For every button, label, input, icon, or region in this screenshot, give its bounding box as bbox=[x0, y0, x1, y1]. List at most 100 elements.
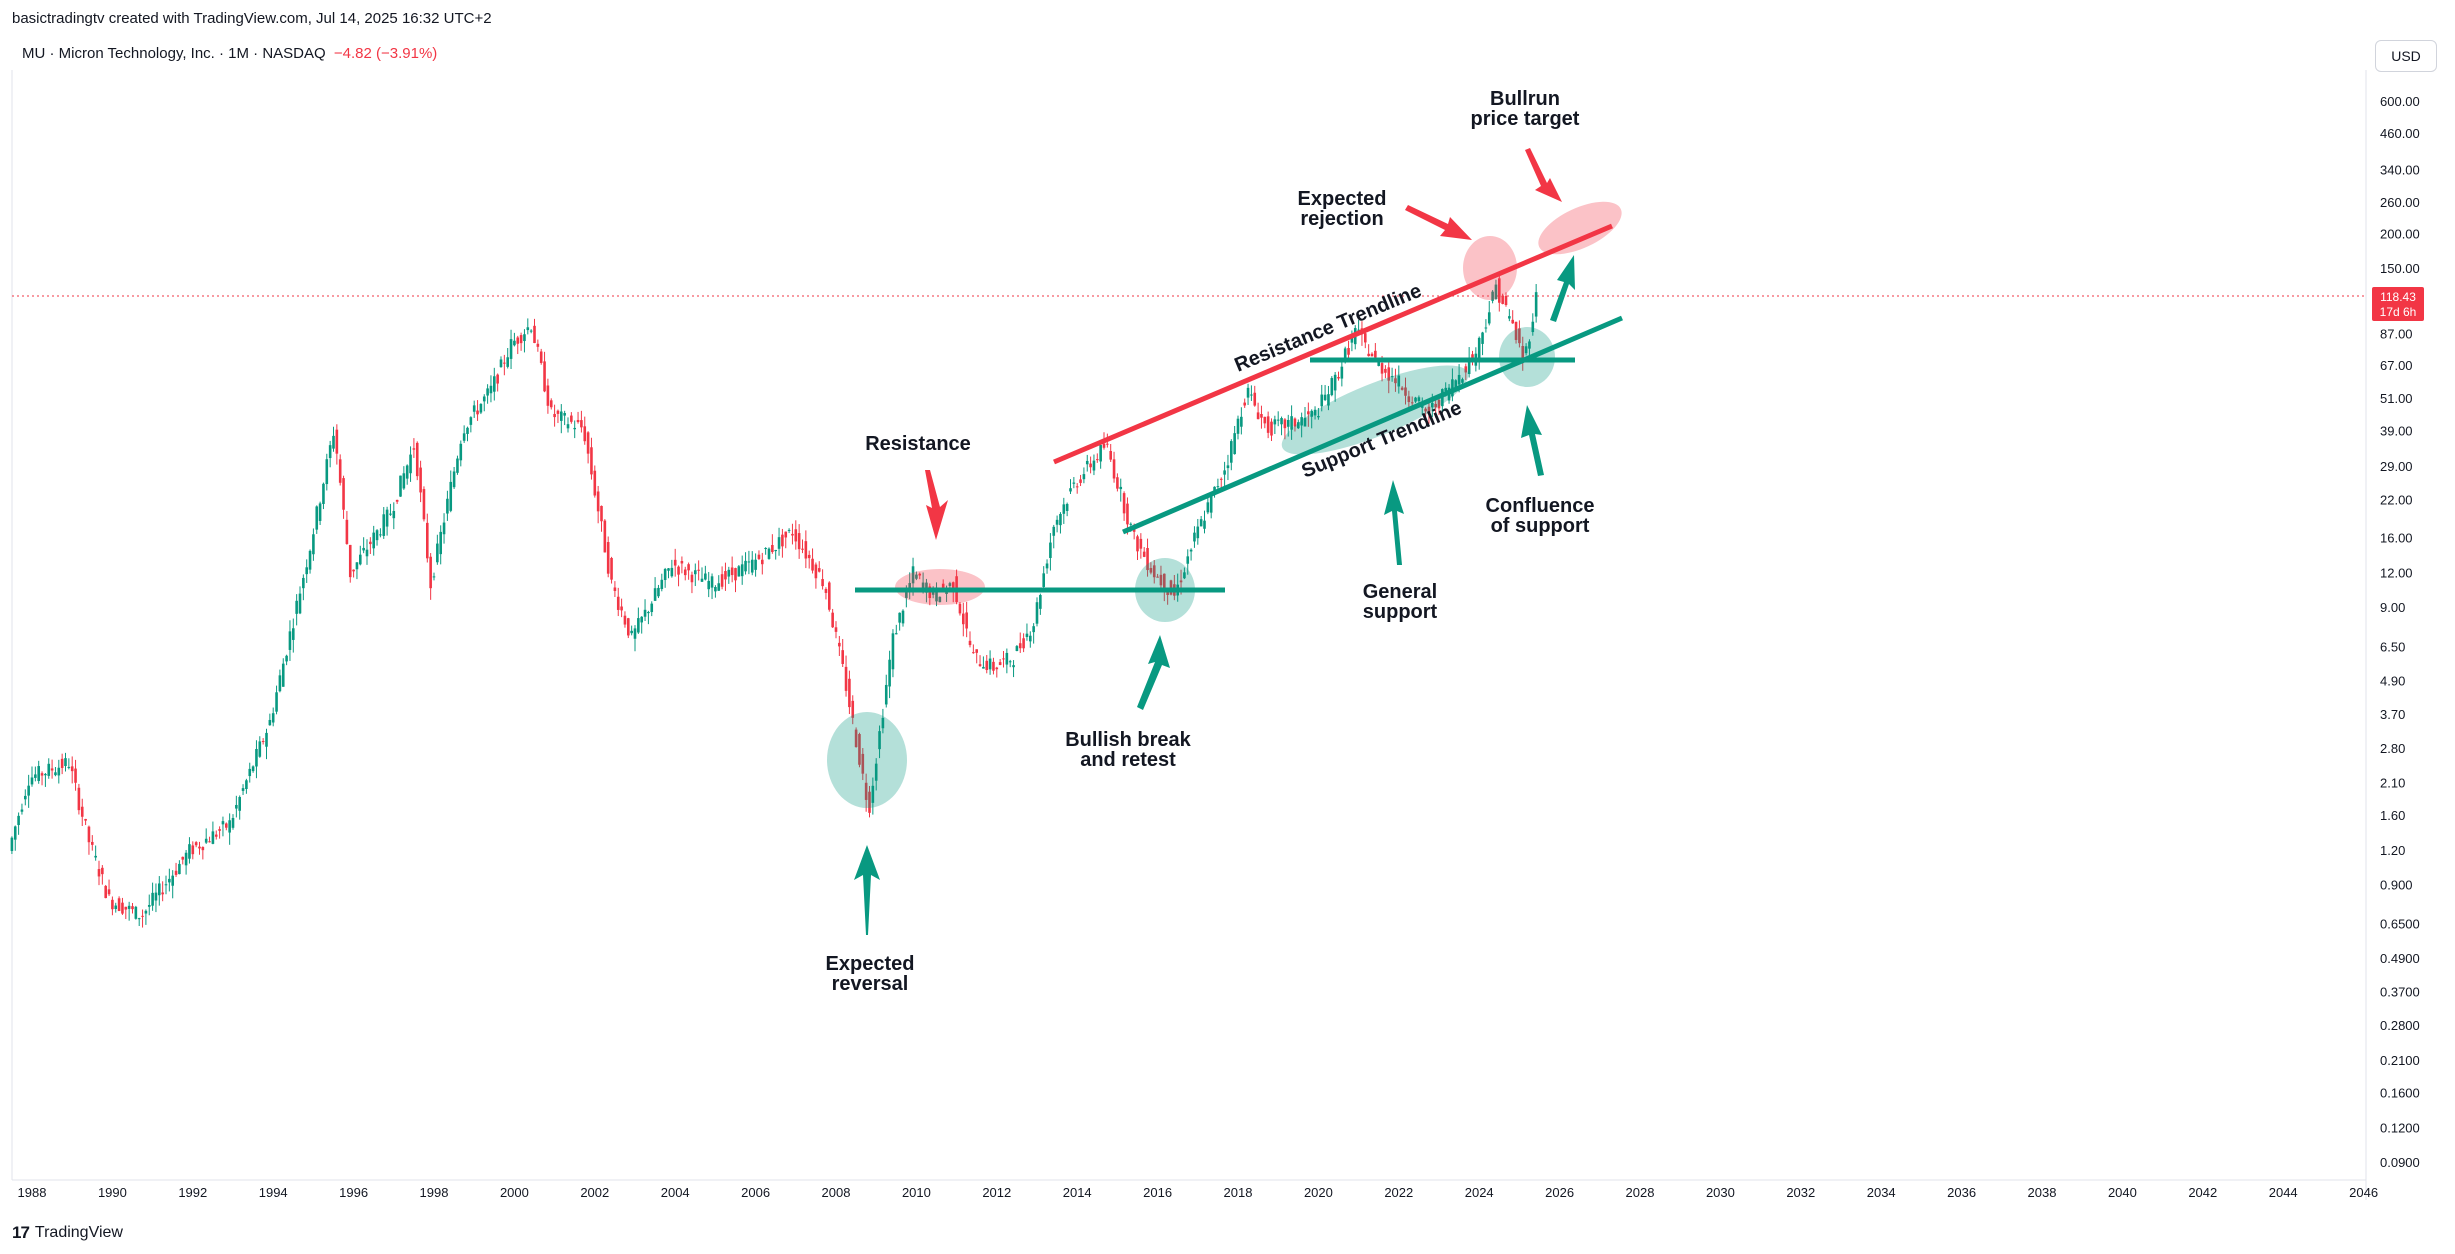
current-price-badge bbox=[2372, 287, 2424, 321]
candle-body bbox=[171, 875, 174, 886]
candle-body bbox=[804, 541, 808, 559]
candle-body bbox=[141, 915, 144, 917]
price-tick-label: 6.50 bbox=[2380, 639, 2405, 654]
candle-body bbox=[369, 541, 372, 545]
candle-body bbox=[432, 576, 436, 578]
candle-body bbox=[1219, 478, 1223, 480]
candle-body bbox=[630, 630, 633, 634]
candle-body bbox=[764, 548, 767, 550]
candle-body bbox=[184, 852, 188, 866]
price-tick-label: 0.1200 bbox=[2380, 1120, 2420, 1135]
candle-body bbox=[198, 846, 201, 849]
candle-body bbox=[1203, 520, 1206, 529]
candle-body bbox=[436, 543, 439, 563]
candle-body bbox=[218, 829, 221, 831]
current-price-value: 118.43 bbox=[2380, 290, 2416, 304]
candle-body bbox=[204, 838, 208, 843]
price-tick-label: 0.2800 bbox=[2380, 1018, 2420, 1033]
candle-body bbox=[757, 554, 761, 559]
candle-body bbox=[292, 628, 295, 640]
candle-body bbox=[211, 831, 215, 844]
candle-body bbox=[1109, 450, 1112, 460]
candle-body bbox=[101, 867, 104, 875]
candle-body bbox=[1142, 551, 1146, 557]
candle-body bbox=[1223, 470, 1226, 475]
candle-body bbox=[1410, 402, 1414, 404]
candle-body bbox=[308, 550, 312, 570]
candle-body bbox=[871, 785, 875, 803]
candle-body bbox=[1270, 421, 1273, 436]
candle-body bbox=[392, 510, 396, 519]
time-tick-label: 1992 bbox=[178, 1185, 207, 1200]
candle-body bbox=[1230, 441, 1233, 463]
candle-body bbox=[332, 435, 335, 449]
candle-body bbox=[697, 569, 700, 571]
candle-body bbox=[1126, 503, 1129, 525]
candle-body bbox=[1394, 378, 1397, 384]
candle-body bbox=[1434, 403, 1437, 408]
candle-body bbox=[1390, 376, 1394, 378]
candle-body bbox=[1280, 418, 1283, 425]
candle-body bbox=[389, 513, 392, 515]
candle-body bbox=[1327, 394, 1330, 406]
candle-body bbox=[194, 842, 198, 846]
candle-body bbox=[1451, 379, 1454, 397]
brand-name: TradingView bbox=[34, 1224, 123, 1241]
candle-body bbox=[1149, 568, 1153, 573]
candle-body bbox=[834, 627, 838, 632]
currency-button[interactable]: USD bbox=[2375, 40, 2437, 72]
candle-body bbox=[884, 684, 888, 705]
candlestick-series bbox=[10, 275, 1538, 928]
candle-body bbox=[178, 863, 181, 875]
symbol-info: MU · Micron Technology, Inc. · 1M · NASD… bbox=[22, 45, 326, 62]
candle-body bbox=[1193, 532, 1196, 542]
candle-body bbox=[951, 582, 955, 592]
price-tick-label: 600.00 bbox=[2380, 94, 2420, 109]
candle-body bbox=[935, 587, 938, 602]
annotation-bullrun-target: Bullrun price target bbox=[1471, 88, 1580, 130]
candle-body bbox=[777, 537, 781, 549]
candle-body bbox=[201, 847, 205, 851]
candle-body bbox=[1467, 358, 1471, 374]
candle-body bbox=[938, 596, 942, 603]
candle-body bbox=[794, 529, 798, 542]
candle-body bbox=[603, 520, 607, 553]
candle-body bbox=[1022, 638, 1025, 649]
tradingview-brand[interactable]: 17 TradingView bbox=[12, 1223, 123, 1243]
price-tick-label: 0.1600 bbox=[2380, 1086, 2420, 1101]
candle-body bbox=[968, 640, 972, 646]
candle-body bbox=[1347, 348, 1350, 355]
candle-body bbox=[526, 327, 530, 331]
candle-body bbox=[1508, 316, 1511, 319]
candle-body bbox=[1534, 292, 1538, 317]
price-tick-label: 1.60 bbox=[2380, 808, 2405, 823]
candle-body bbox=[1032, 626, 1035, 633]
candle-body bbox=[958, 603, 962, 614]
price-axis: 600.00 460.00 340.00 260.00 200.00 150.00 87.0… bbox=[2380, 94, 2420, 1170]
candle-body bbox=[476, 410, 479, 415]
candle-body bbox=[365, 549, 369, 557]
candle-body bbox=[854, 729, 858, 748]
candle-body bbox=[385, 509, 389, 527]
candle-body bbox=[104, 885, 107, 899]
time-tick-label: 2032 bbox=[1786, 1185, 1815, 1200]
candle-body bbox=[660, 579, 664, 590]
candle-body bbox=[841, 650, 844, 664]
candle-body bbox=[663, 569, 667, 581]
candle-body bbox=[529, 330, 533, 332]
candle-body bbox=[221, 821, 225, 825]
candle-body bbox=[462, 433, 466, 441]
candle-body bbox=[1323, 394, 1327, 401]
candle-body bbox=[20, 809, 24, 812]
candle-body bbox=[275, 692, 278, 712]
candle-body bbox=[560, 411, 563, 421]
candle-body bbox=[657, 587, 660, 597]
candle-body bbox=[677, 566, 680, 575]
price-tick-label: 16.00 bbox=[2380, 531, 2413, 546]
candle-body bbox=[295, 600, 298, 614]
candle-body bbox=[442, 522, 446, 535]
price-tick-label: 0.4900 bbox=[2380, 951, 2420, 966]
candle-body bbox=[355, 562, 359, 570]
candle-body bbox=[817, 568, 821, 572]
